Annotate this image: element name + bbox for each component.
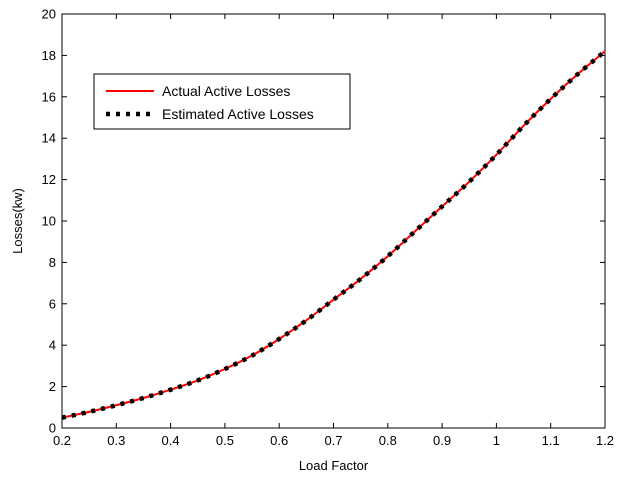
y-tick-label: 8 [49, 255, 56, 270]
x-tick-label: 0.5 [216, 433, 234, 448]
y-tick-label: 6 [49, 296, 56, 311]
x-tick-label: 0.9 [433, 433, 451, 448]
estimated-losses-line [61, 49, 607, 420]
y-tick-label: 2 [49, 379, 56, 394]
x-axis-label: Load Factor [299, 458, 369, 473]
x-tick-label: 0.8 [379, 433, 397, 448]
series-layer [61, 49, 607, 420]
y-tick-label: 10 [42, 214, 56, 229]
y-tick-label: 16 [42, 89, 56, 104]
y-tick-label: 20 [42, 7, 56, 22]
legend-label: Estimated Active Losses [162, 106, 314, 122]
legend-box [93, 73, 351, 130]
ticks-layer: 0.2 0.3 0.4 0.5 0.6 0.7 0.8 0.9 1 1.1 1.2 0 2 4 6 8 10 12… [42, 7, 615, 449]
y-tick-label: 12 [42, 172, 56, 187]
x-tick-label: 0.4 [162, 433, 180, 448]
x-tick-label: 0.6 [270, 433, 288, 448]
legend: Actual Active Losses Estimated Active Los… [93, 73, 351, 130]
y-tick-label: 0 [49, 421, 56, 436]
x-tick-label: 1 [493, 433, 500, 448]
x-tick-label: 1.1 [542, 433, 560, 448]
x-tick-label: 0.3 [107, 433, 125, 448]
y-tick-label: 14 [42, 131, 56, 146]
y-tick-label: 18 [42, 48, 56, 63]
y-tick-label: 4 [49, 338, 56, 353]
x-tick-label: 0.2 [53, 433, 71, 448]
legend-label: Actual Active Losses [162, 83, 290, 99]
x-tick-label: 1.2 [596, 433, 614, 448]
x-tick-label: 0.7 [324, 433, 342, 448]
y-axis-label: Losses(kw) [10, 188, 25, 254]
